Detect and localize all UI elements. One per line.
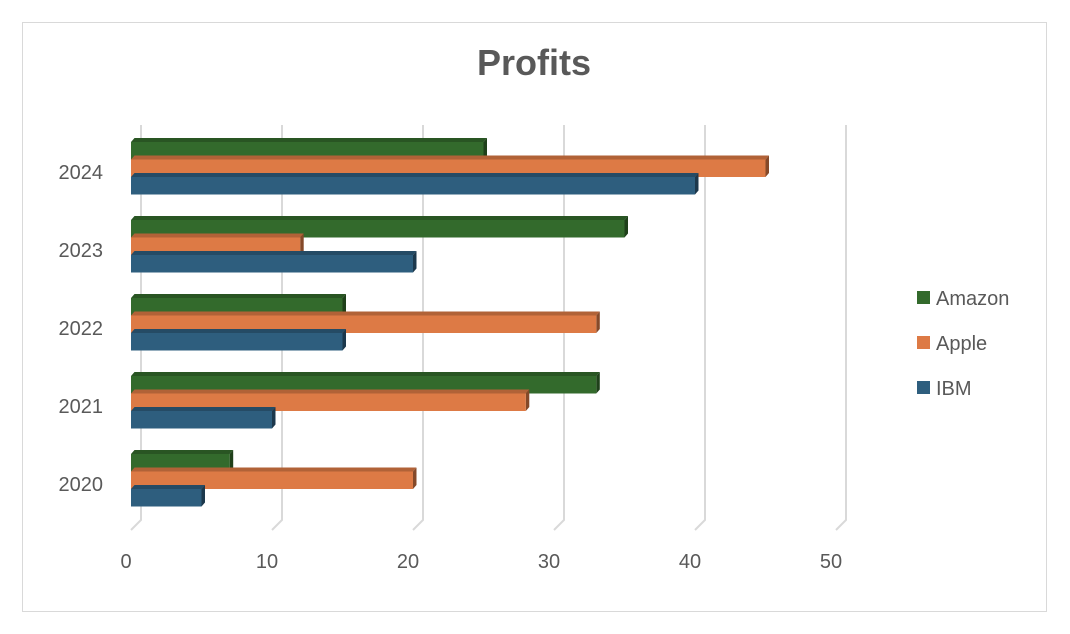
bar-ibm-2021 [131, 407, 276, 429]
bar-apple-2024 [131, 155, 769, 177]
x-axis-labels: 0 10 20 30 40 50 [120, 551, 842, 573]
legend-item-apple: Apple [917, 333, 987, 355]
bar-ibm-2022 [131, 329, 346, 351]
chart-title: Profits [476, 42, 591, 83]
bar-ibm-2024 [131, 173, 699, 195]
bar-apple-2023 [131, 233, 304, 255]
bar-amazon-2021 [131, 372, 600, 394]
bar-amazon-2020 [131, 450, 234, 472]
gridline-50 [835, 125, 847, 531]
x-tick-label: 10 [256, 551, 278, 573]
y-tick-label: 2024 [59, 162, 104, 184]
legend-swatch [917, 336, 930, 349]
y-tick-label: 2021 [59, 396, 104, 418]
bars [131, 138, 769, 507]
legend-item-amazon: Amazon [917, 288, 1009, 310]
x-tick-label: 50 [820, 551, 842, 573]
gridline-40 [694, 125, 706, 531]
x-tick-label: 0 [120, 551, 131, 573]
legend-swatch [917, 381, 930, 394]
y-tick-label: 2022 [59, 318, 104, 340]
legend-label: IBM [936, 378, 972, 400]
bar-ibm-2023 [131, 251, 417, 273]
legend-item-ibm: IBM [917, 378, 972, 400]
x-tick-label: 30 [538, 551, 560, 573]
y-tick-label: 2023 [59, 240, 104, 262]
bar-apple-2021 [131, 389, 530, 411]
legend-swatch [917, 291, 930, 304]
legend-label: Apple [936, 333, 987, 355]
y-axis-labels: 2020 2021 2022 2023 2024 [59, 162, 104, 496]
x-tick-label: 20 [397, 551, 419, 573]
legend-label: Amazon [936, 288, 1009, 310]
bar-amazon-2022 [131, 294, 346, 316]
y-tick-label: 2020 [59, 474, 104, 496]
bar-ibm-2020 [131, 485, 205, 507]
x-tick-label: 40 [679, 551, 701, 573]
bar-apple-2022 [131, 311, 600, 333]
legend: Amazon Apple IBM [917, 288, 1009, 400]
bar-amazon-2024 [131, 138, 487, 160]
gridline-30 [553, 125, 565, 531]
bar-apple-2020 [131, 467, 417, 489]
gridline-20 [412, 125, 424, 531]
bar-amazon-2023 [131, 216, 628, 238]
